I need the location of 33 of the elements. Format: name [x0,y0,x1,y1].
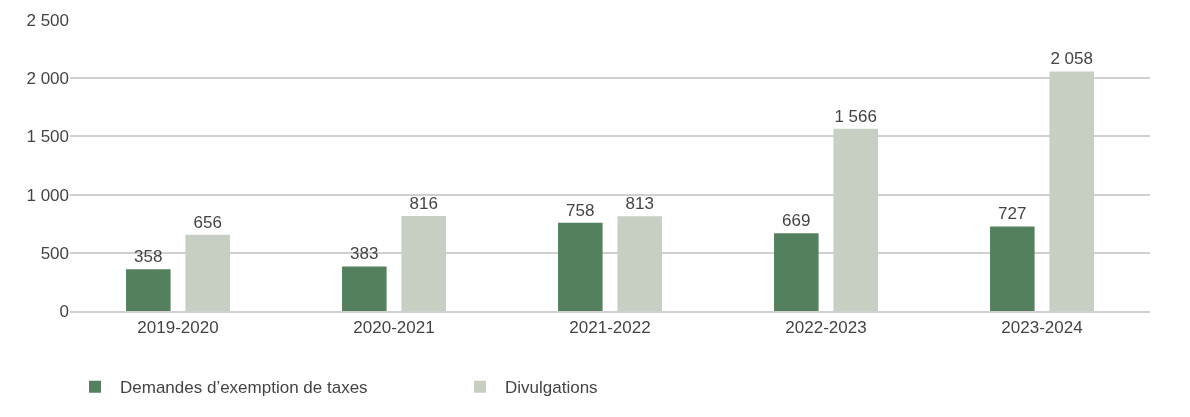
bar [833,128,878,311]
legend-label: Demandes d’exemption de taxes [120,378,368,398]
data-label: 2 058 [1050,49,1093,69]
bar [185,234,230,311]
data-label: 669 [782,211,811,231]
data-label: 383 [350,244,379,264]
y-tick-label: 1 000 [26,185,69,205]
bar [558,222,603,311]
y-tick-label: 2 500 [26,10,69,30]
x-tick-label: 2019-2020 [137,318,219,338]
y-tick-label: 2 000 [26,69,69,89]
bar [617,216,662,311]
data-label: 1 566 [834,106,877,126]
bar [126,269,171,311]
bar [1049,71,1094,311]
y-tick-label: 1 500 [26,127,69,147]
legend-label: Divulgations [505,378,598,398]
x-tick-label: 2022-2023 [785,318,867,338]
bar [774,233,819,311]
bar [990,226,1035,311]
data-label: 758 [566,200,595,220]
data-label: 727 [998,204,1027,224]
y-tick-label: 0 [59,301,69,321]
y-tick-label: 500 [40,243,69,263]
data-label: 813 [625,194,654,214]
x-tick-label: 2021-2022 [569,318,651,338]
x-tick-label: 2023-2024 [1001,318,1083,338]
bar [401,216,446,311]
bar [342,266,387,311]
data-label: 816 [409,194,438,214]
data-label: 656 [193,212,222,232]
data-label: 358 [134,247,163,267]
x-tick-label: 2020-2021 [353,318,435,338]
